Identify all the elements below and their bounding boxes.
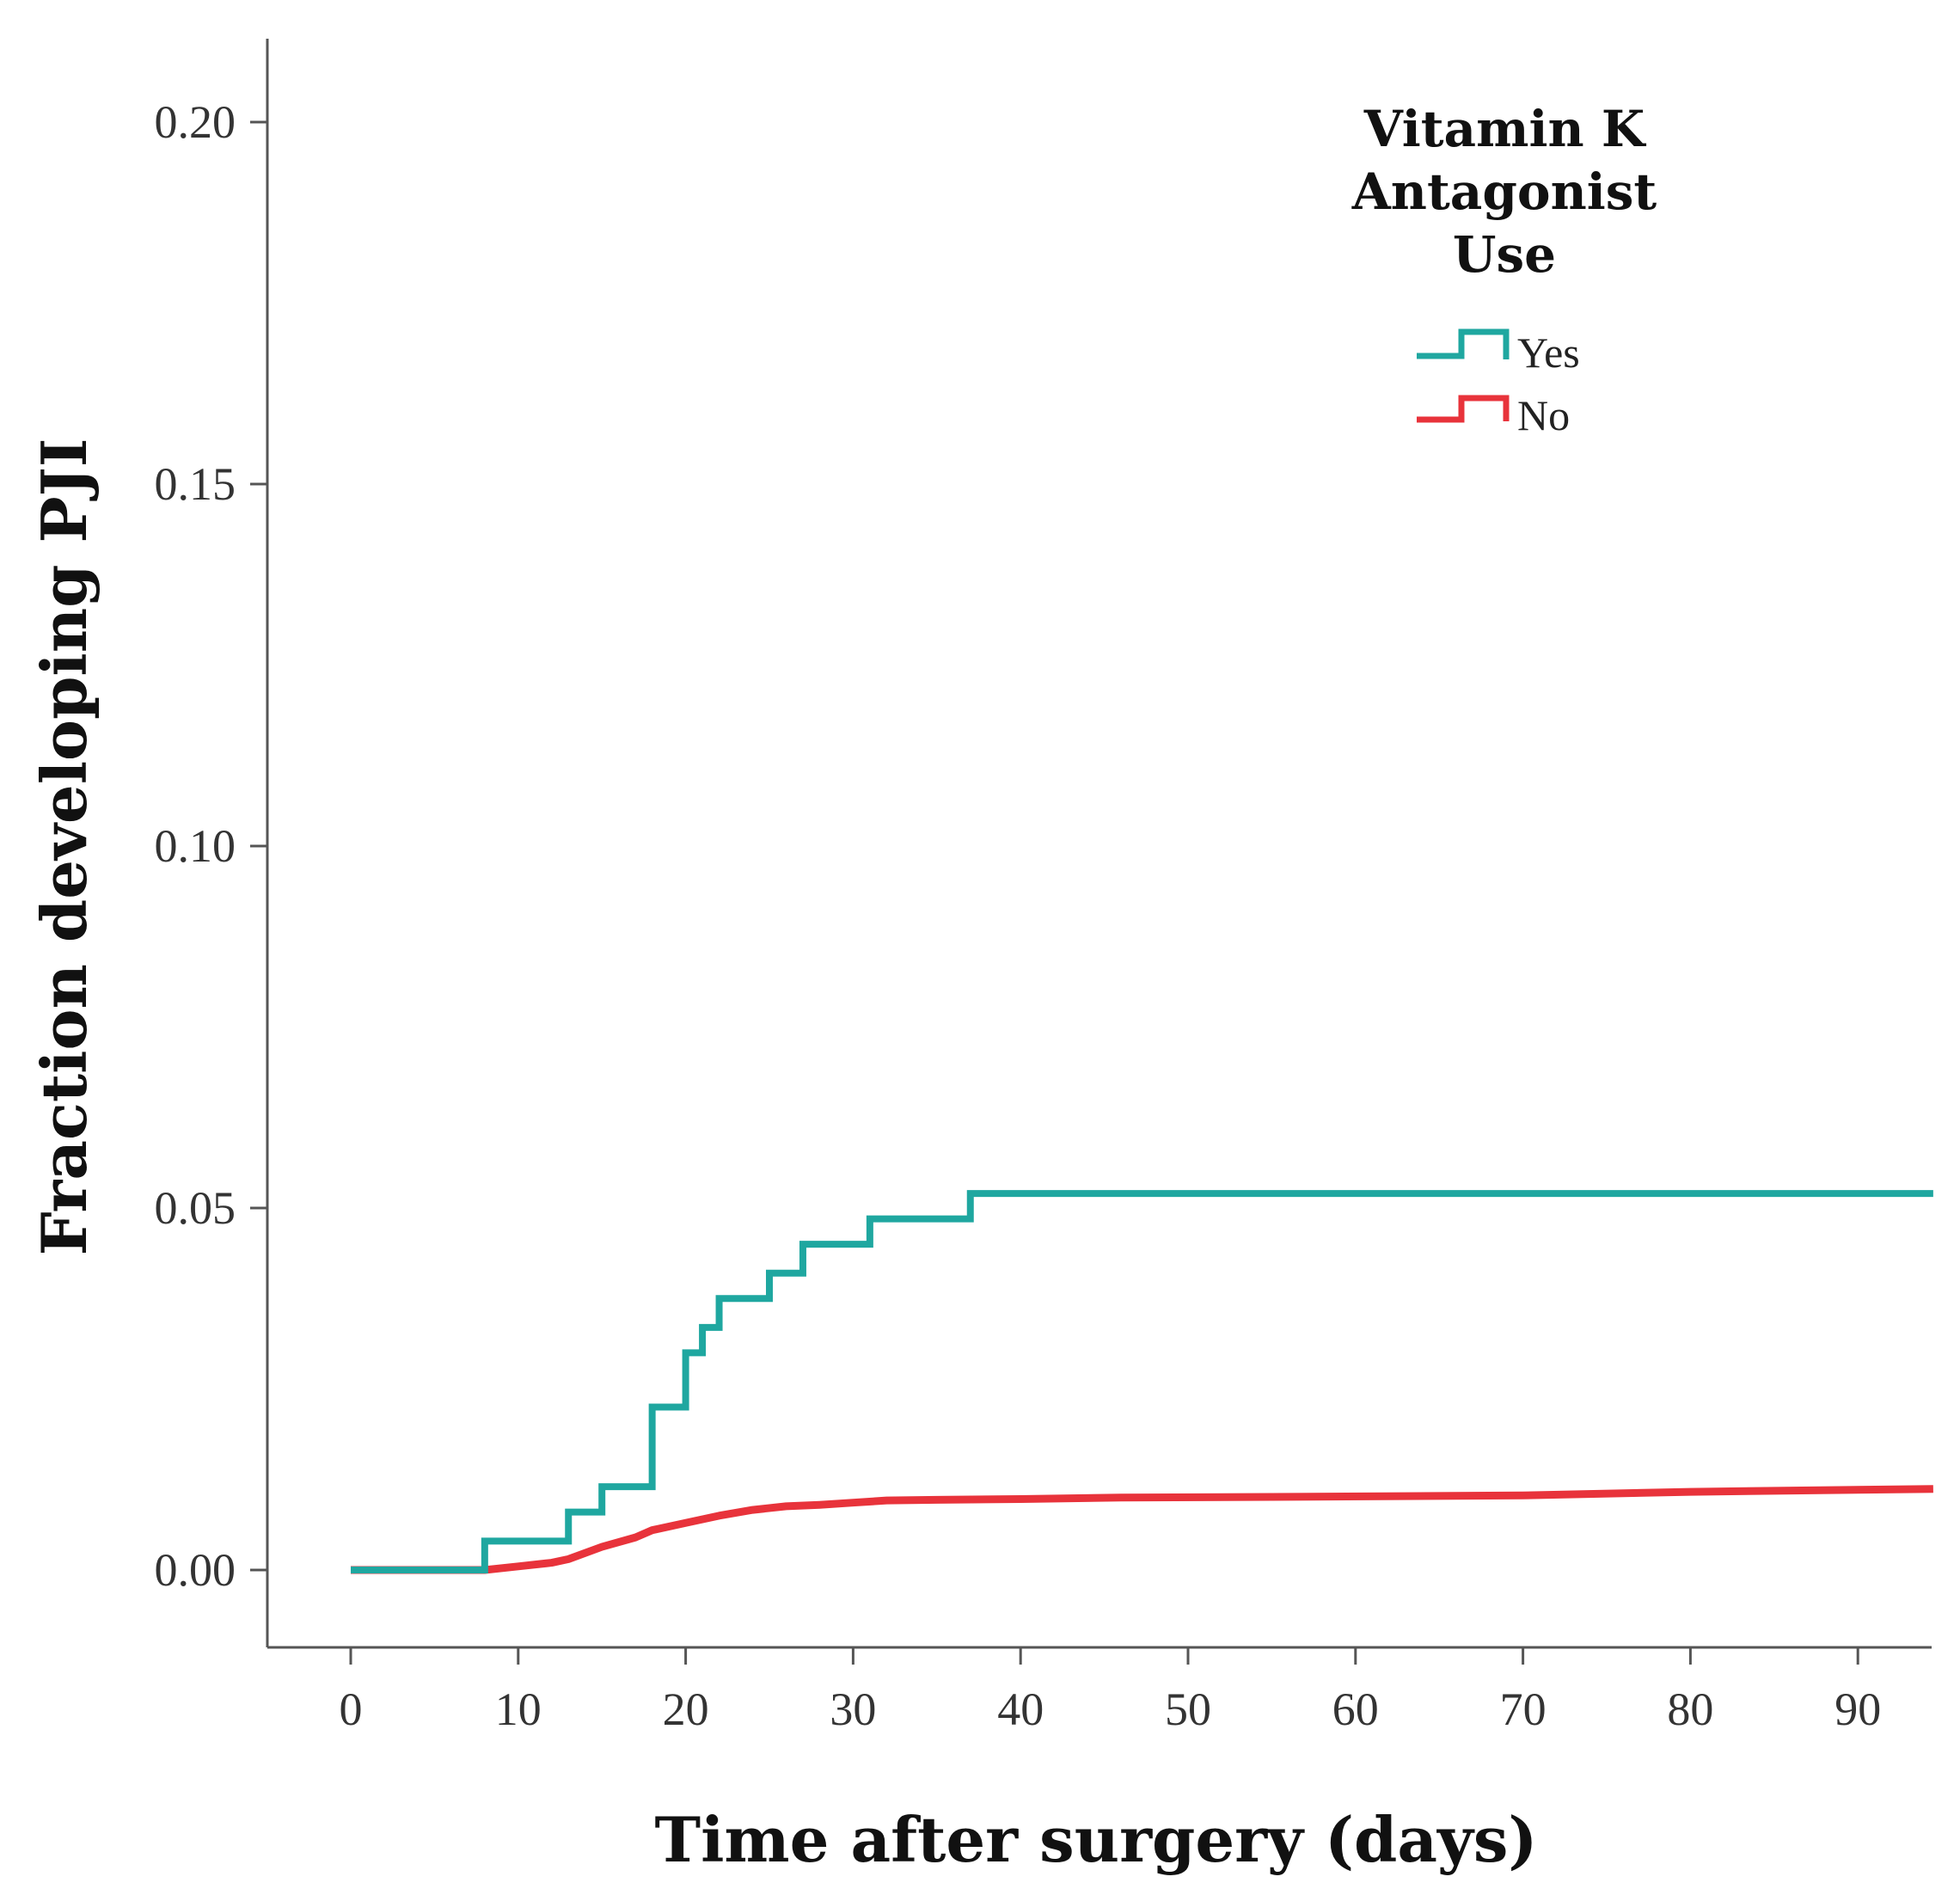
y-tick-label: 0.00 <box>155 1544 236 1596</box>
x-tick-label: 30 <box>830 1683 876 1735</box>
x-axis-title: Time after surgery (days) <box>655 1803 1538 1876</box>
legend-label-no: No <box>1517 391 1570 439</box>
x-tick-label: 20 <box>663 1683 709 1735</box>
y-tick-label: 0.10 <box>155 820 236 872</box>
y-ticks: 0.00 0.05 0.10 0.15 0.20 <box>155 96 267 1596</box>
legend-label-yes: Yes <box>1517 328 1580 377</box>
x-ticks: 0 10 20 30 40 50 60 70 80 90 <box>340 1647 1881 1735</box>
x-tick-label: 60 <box>1332 1683 1379 1735</box>
y-tick-label: 0.15 <box>155 458 236 510</box>
legend-title-line: Vitamin K <box>1363 100 1647 158</box>
x-tick-label: 0 <box>340 1683 363 1735</box>
series-line-yes <box>351 1190 1933 1573</box>
y-tick-label: 0.05 <box>155 1182 236 1234</box>
legend: Vitamin K Antagonist Use Yes No <box>1351 100 1657 439</box>
legend-key-yes <box>1417 328 1510 359</box>
legend-title-line: Antagonist <box>1351 163 1657 221</box>
x-tick-label: 40 <box>997 1683 1044 1735</box>
x-tick-label: 70 <box>1500 1683 1547 1735</box>
y-tick-label: 0.20 <box>155 96 236 148</box>
x-tick-label: 10 <box>495 1683 542 1735</box>
x-tick-label: 80 <box>1667 1683 1713 1735</box>
y-axis-title: Fraction developing PJI <box>28 438 101 1256</box>
legend-title-line: Use <box>1453 225 1556 284</box>
x-tick-label: 90 <box>1834 1683 1881 1735</box>
x-tick-label: 50 <box>1165 1683 1211 1735</box>
legend-key-no <box>1417 395 1510 423</box>
series-line-no <box>351 1485 1933 1574</box>
